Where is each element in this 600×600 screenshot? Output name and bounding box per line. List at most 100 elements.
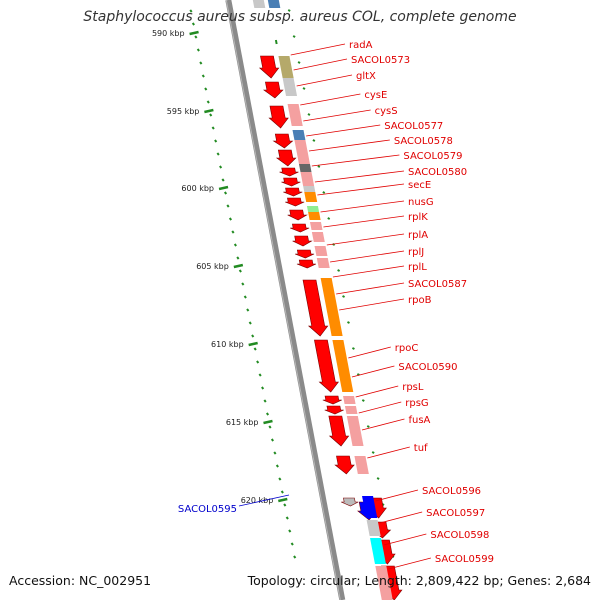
leader-line: [238, 494, 290, 507]
ruler-dot: [189, 9, 193, 13]
feature-block: [308, 212, 321, 220]
gene-label-sacol0579: SACOL0579: [403, 151, 462, 162]
scale-tick: [218, 185, 229, 191]
ruler-dot: [342, 295, 345, 298]
gene-label-gltx: gltX: [356, 71, 376, 82]
leader-line: [311, 154, 400, 167]
gene-arrow: [285, 197, 305, 207]
topology-label: Topology: circular; Length: 2,809,422 bp…: [247, 573, 591, 588]
ruler-dot: [292, 35, 296, 38]
ruler-dot: [216, 152, 220, 156]
ruler-dot: [191, 22, 195, 26]
feature-block: [316, 258, 330, 268]
ruler-dot: [278, 477, 282, 481]
gene-label-rplk: rplK: [408, 212, 428, 223]
scale-tick: [204, 108, 214, 114]
ruler-dot: [261, 386, 265, 390]
leader-line: [290, 43, 346, 56]
leader-line: [339, 298, 405, 311]
gene-label-rpla: rplA: [408, 230, 428, 241]
ruler-dot: [371, 451, 375, 454]
ruler-dot: [223, 191, 228, 195]
feature-block: [362, 496, 378, 518]
leader-line: [326, 233, 405, 246]
ruler-dot: [248, 321, 252, 325]
ruler-dot: [285, 516, 289, 520]
gene-label-rpsl: rpsL: [402, 382, 424, 393]
gene-arrow: [314, 339, 339, 393]
ruler-dot: [236, 256, 240, 260]
gene-arrow: [287, 209, 308, 221]
scale-tick-label: 605 kbp: [196, 262, 229, 271]
ruler-dot: [376, 477, 380, 480]
ruler-dot: [256, 360, 260, 364]
feature-block: [306, 206, 320, 212]
ruler-dot: [293, 555, 297, 559]
gene-label-tuf: tuf: [414, 443, 428, 454]
leader-line: [317, 183, 405, 196]
ruler-dot: [270, 438, 275, 442]
feature-block: [298, 164, 312, 172]
gene-arrow: [302, 279, 329, 337]
ruler-dot: [233, 243, 237, 247]
feature-block: [300, 172, 315, 186]
leader-line: [361, 418, 405, 431]
ruler-dot: [317, 165, 321, 168]
ruler-dot: [297, 61, 301, 64]
feature-block: [292, 130, 306, 140]
ruler-dot: [199, 61, 203, 65]
gene-arrow: [258, 55, 280, 79]
leader-line: [323, 215, 405, 228]
ruler-dot: [366, 425, 370, 428]
accession-label: Accession: NC_002951: [9, 573, 152, 588]
ruler-dot: [228, 217, 233, 221]
map-title: Staphylococcus aureus subsp. aureus COL,…: [83, 9, 517, 25]
ruler-dot: [196, 48, 200, 52]
ruler-dot: [243, 295, 247, 299]
gene-arrow: [341, 497, 359, 507]
feature-block: [309, 222, 323, 230]
leader-line: [358, 401, 402, 414]
scale-tick: [278, 497, 288, 503]
feature-block: [303, 186, 316, 192]
feature-block: [370, 538, 386, 564]
feature-block: [320, 278, 343, 336]
scale-tick-label: 590 kbp: [152, 29, 185, 38]
ruler-dot: [280, 490, 284, 494]
scale-tick: [263, 419, 273, 425]
ruler-dot: [204, 87, 208, 91]
feature-block: [311, 232, 325, 242]
feature-block: [346, 416, 364, 446]
leader-line: [367, 446, 410, 459]
gene-arrow: [294, 249, 315, 259]
leader-line: [320, 200, 405, 213]
leader-line: [379, 511, 423, 524]
ruler-dot: [327, 217, 331, 220]
leader-line: [306, 124, 381, 137]
leader-line: [293, 58, 348, 71]
leader-line: [336, 282, 405, 295]
gene-label-sacol0580: SACOL0580: [408, 167, 467, 178]
feature-block: [252, 0, 266, 8]
feature-block: [375, 566, 393, 600]
scale-tick-label: 600 kbp: [181, 184, 214, 193]
ruler-dot: [302, 87, 306, 90]
ruler-dot: [307, 113, 311, 116]
leader-line: [351, 365, 395, 378]
scale-tick-label: 620 kbp: [241, 496, 274, 505]
feature-block: [294, 140, 310, 164]
gene-label-rplj: rplJ: [408, 247, 424, 258]
leader-line: [388, 557, 431, 570]
feature-block: [282, 78, 298, 96]
leader-line: [332, 265, 405, 278]
ruler-dot: [322, 191, 326, 194]
ruler-dot: [265, 412, 270, 416]
leader-line: [330, 250, 405, 263]
ruler-dot: [287, 9, 291, 12]
leader-line: [308, 139, 390, 152]
scale-tick-label: 610 kbp: [211, 340, 244, 349]
ruler-dot: [263, 399, 267, 403]
leader-line: [300, 93, 361, 106]
ruler-dot: [214, 139, 218, 143]
